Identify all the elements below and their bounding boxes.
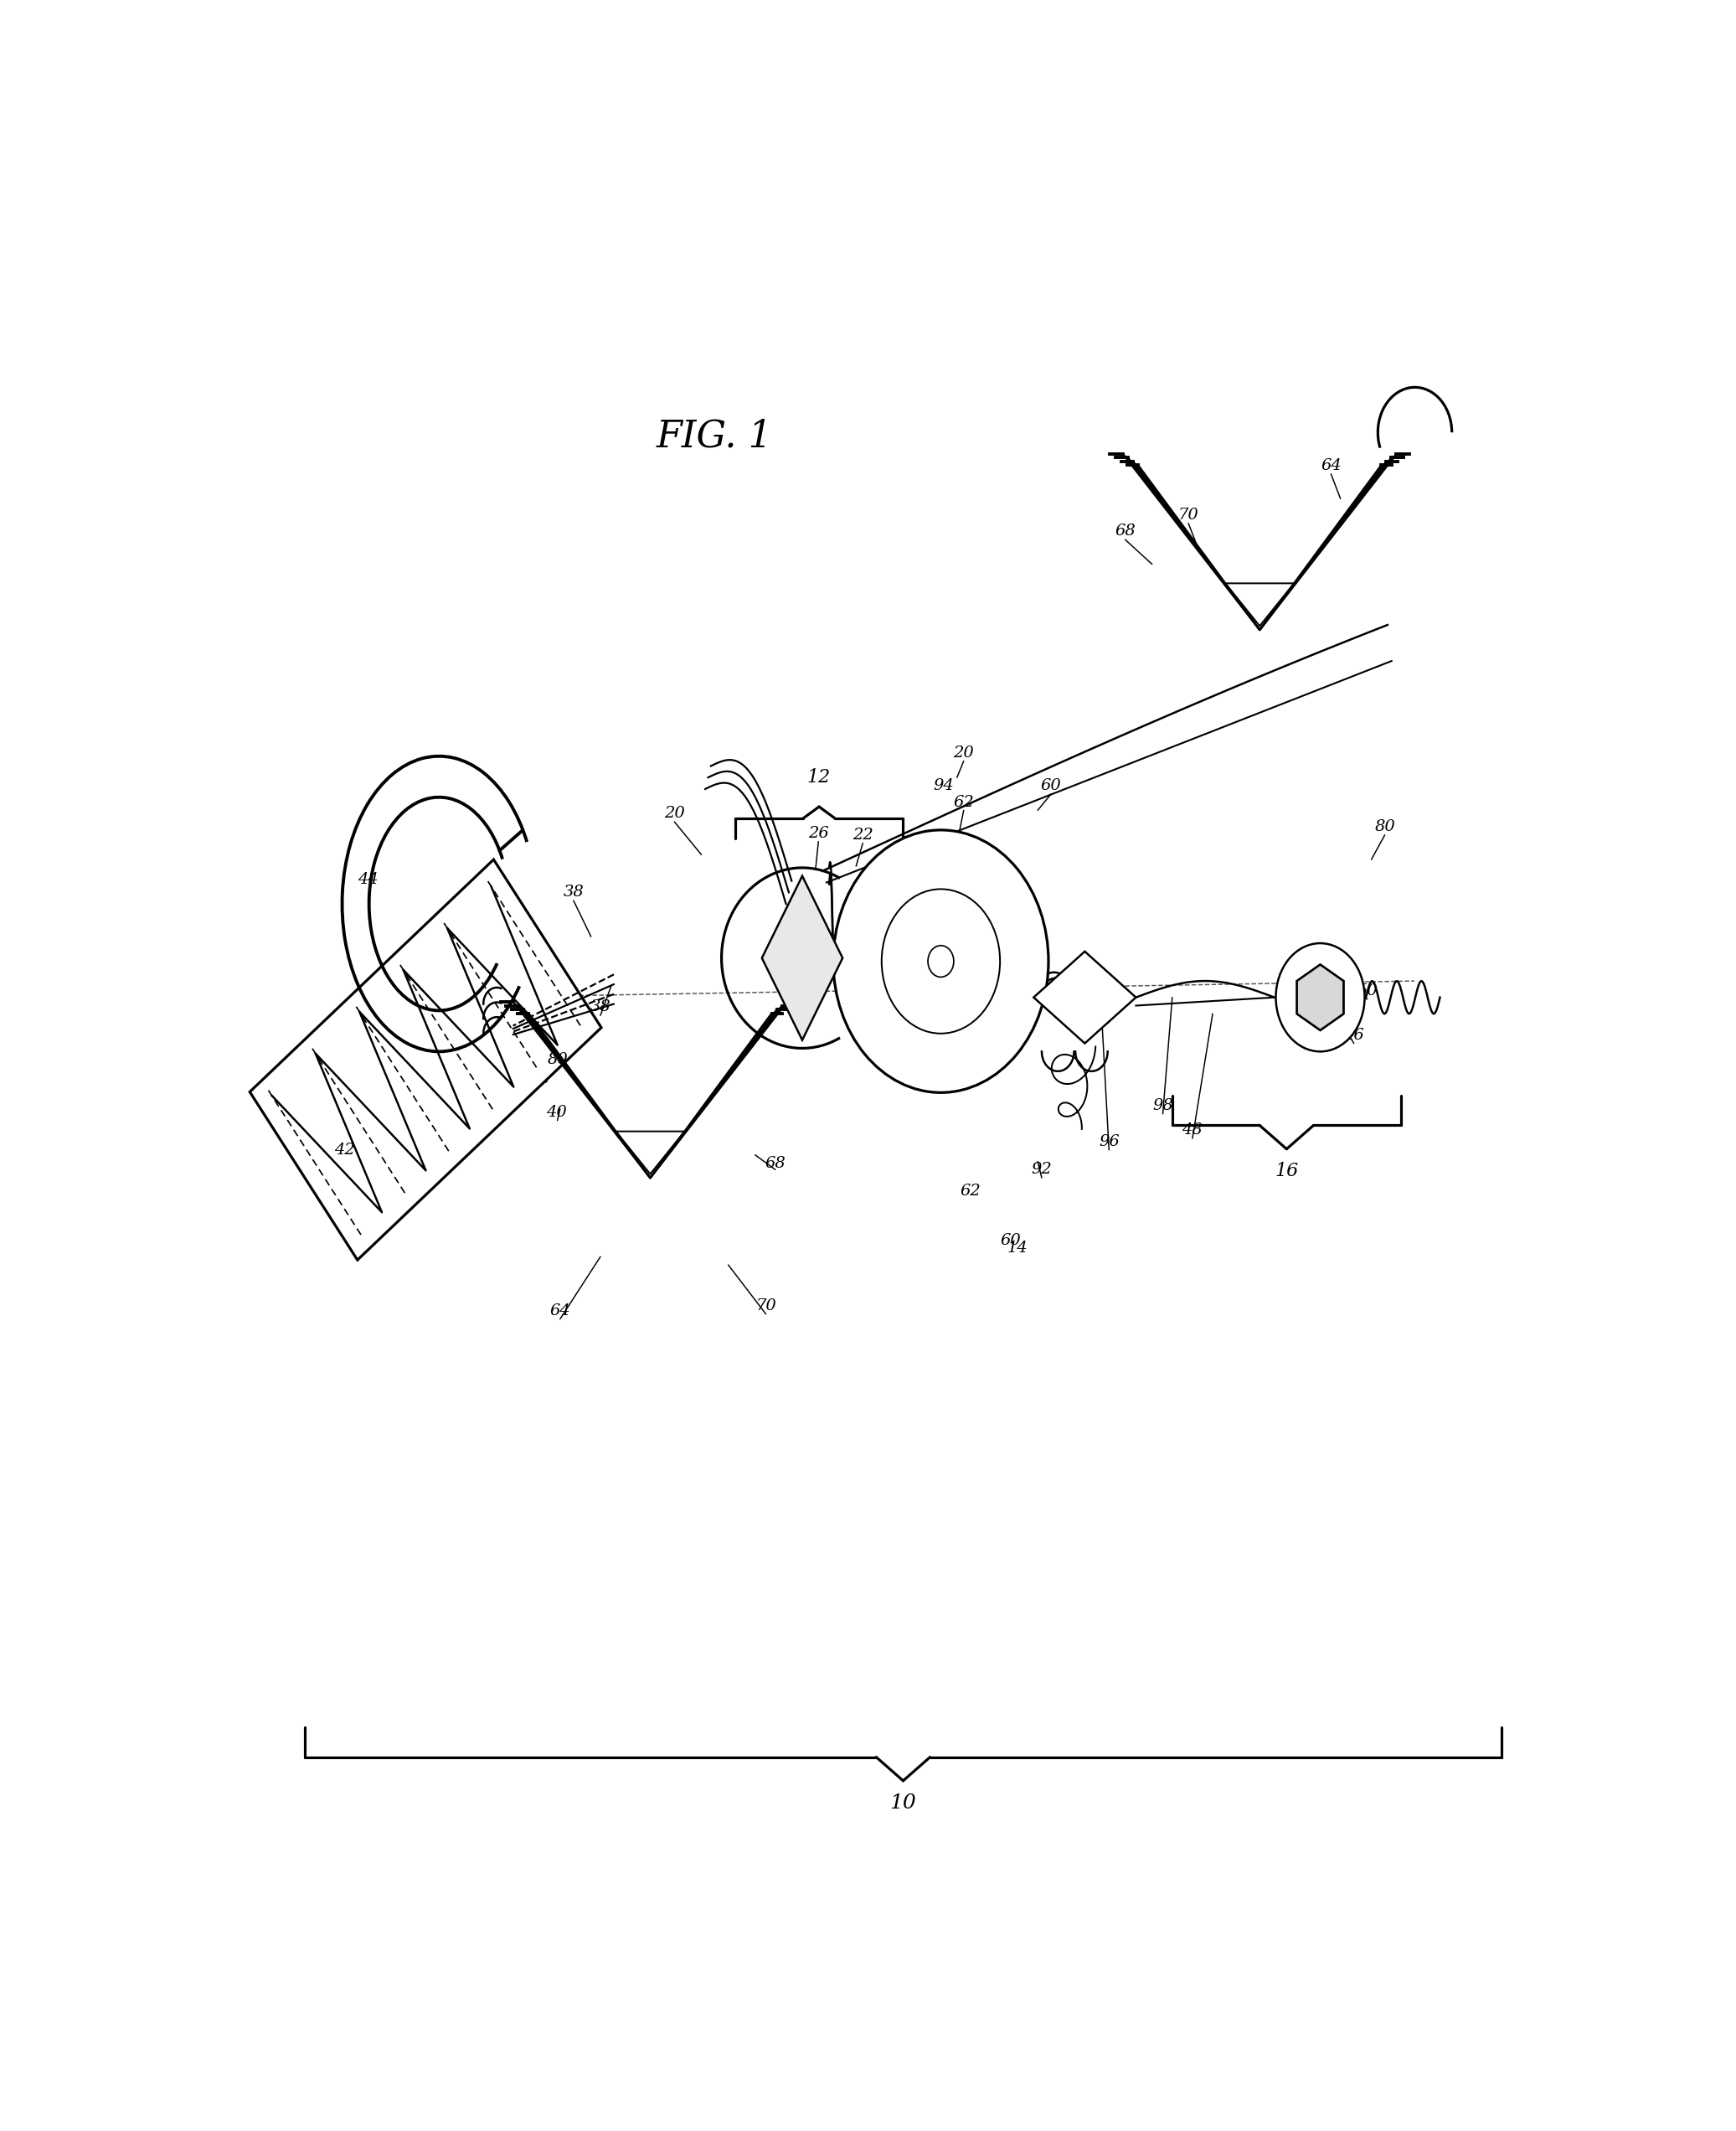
Text: 36: 36 — [785, 991, 806, 1006]
Text: 80: 80 — [547, 1053, 568, 1068]
Polygon shape — [1297, 965, 1344, 1029]
Text: 50: 50 — [1358, 982, 1378, 997]
Text: 26: 26 — [807, 827, 828, 842]
Text: 14: 14 — [1007, 1240, 1028, 1255]
Text: 42: 42 — [335, 1142, 356, 1157]
Circle shape — [929, 946, 953, 976]
Text: 60: 60 — [1042, 778, 1061, 793]
Text: FIG. 1: FIG. 1 — [656, 418, 773, 454]
Polygon shape — [1297, 965, 1344, 1029]
Text: 92: 92 — [1031, 1161, 1052, 1176]
Text: 48: 48 — [1182, 1123, 1203, 1138]
Text: 40: 40 — [545, 1104, 566, 1119]
Circle shape — [1276, 944, 1364, 1051]
Text: 62: 62 — [960, 1183, 981, 1198]
Polygon shape — [762, 876, 842, 1040]
Text: 38: 38 — [562, 884, 583, 899]
Text: 10: 10 — [891, 1794, 917, 1813]
Text: 12: 12 — [807, 767, 832, 786]
Circle shape — [833, 831, 1049, 1093]
Text: 38: 38 — [590, 999, 611, 1014]
Text: 70: 70 — [755, 1298, 776, 1313]
Text: 68: 68 — [1115, 524, 1135, 539]
Text: 20: 20 — [665, 806, 684, 820]
Text: 80: 80 — [1375, 818, 1396, 833]
Text: 64: 64 — [550, 1304, 571, 1319]
Text: 46: 46 — [1344, 1027, 1364, 1042]
Text: 22: 22 — [852, 827, 873, 842]
Text: 16: 16 — [1274, 1161, 1299, 1181]
Text: 60: 60 — [1000, 1232, 1021, 1249]
Text: 98: 98 — [1153, 1097, 1174, 1112]
Text: 64: 64 — [1321, 458, 1342, 473]
Text: 62: 62 — [953, 795, 974, 810]
Polygon shape — [1033, 950, 1135, 1044]
Text: 96: 96 — [1099, 1134, 1120, 1149]
Polygon shape — [250, 859, 601, 1259]
Text: 44: 44 — [358, 872, 378, 886]
Text: 20: 20 — [953, 746, 974, 761]
Text: 94: 94 — [934, 778, 953, 793]
Text: 70: 70 — [1179, 507, 1200, 522]
Text: 68: 68 — [766, 1155, 786, 1170]
